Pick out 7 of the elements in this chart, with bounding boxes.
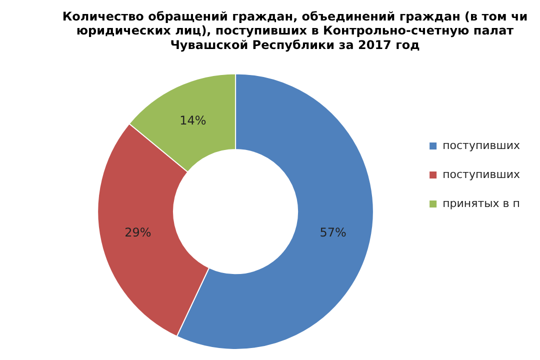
legend-label: поступивших [442, 168, 520, 181]
legend-label: поступивших [442, 138, 520, 152]
data-label: 57% [320, 226, 346, 240]
legend-label: принятых в п [442, 196, 520, 210]
data-label: 29% [124, 226, 152, 240]
data-label: 14% [180, 113, 206, 128]
chart-title: Количество обращений граждан, объединений граждан (в том чи юридических лиц), поступивших в Контрольно-счетную палат Чувашской Республики за 2017 год [62, 9, 528, 52]
